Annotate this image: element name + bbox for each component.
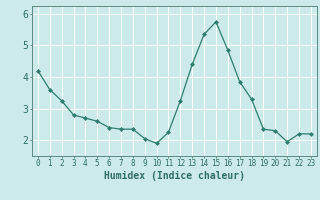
X-axis label: Humidex (Indice chaleur): Humidex (Indice chaleur)	[104, 171, 245, 181]
